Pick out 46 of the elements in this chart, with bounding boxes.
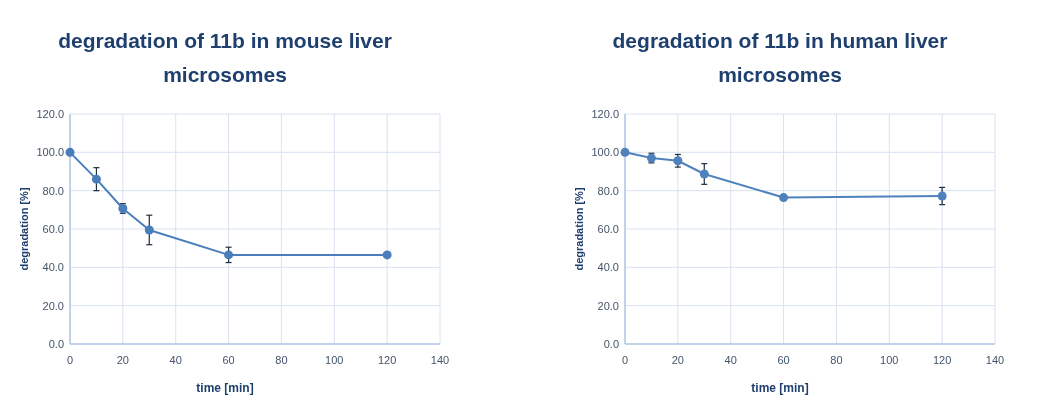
x-tick-label: 100 — [880, 354, 899, 366]
point — [699, 169, 709, 179]
x-axis-title: time [min] — [751, 381, 809, 395]
x-tick-label: 100 — [325, 354, 344, 366]
y-tick-label: 40.0 — [42, 261, 64, 274]
y-tick-label: 40.0 — [597, 261, 619, 274]
x-tick-label: 20 — [116, 354, 129, 366]
y-tick-label: 0.0 — [48, 337, 64, 350]
y-axis-title: degradation [%] — [18, 187, 30, 271]
x-tick-label: 120 — [377, 354, 397, 366]
point — [91, 174, 101, 184]
point — [673, 156, 683, 166]
point — [620, 147, 630, 157]
x-axis-title: time [min] — [196, 381, 254, 395]
y-tick-label: 60.0 — [597, 222, 619, 235]
x-tick-label: 0 — [66, 354, 74, 366]
y-tick-label: 100.0 — [591, 146, 619, 159]
point — [224, 250, 234, 260]
y-tick-label: 20.0 — [42, 299, 64, 312]
x-tick-label: 40 — [169, 354, 182, 366]
y-tick-label: 80.0 — [597, 184, 619, 197]
y-tick-label: 60.0 — [42, 222, 64, 235]
x-tick-label: 80 — [275, 354, 288, 366]
x-tick-label: 0 — [621, 354, 629, 366]
point — [65, 147, 75, 157]
point — [144, 225, 154, 235]
chart-title: degradation of 11b in mouse liver microsomes — [58, 29, 392, 86]
point — [382, 250, 392, 260]
y-tick-label: 120.0 — [591, 107, 619, 120]
x-tick-label: 80 — [830, 354, 843, 366]
x-tick-label: 60 — [777, 354, 790, 366]
x-tick-label: 140 — [430, 354, 450, 366]
y-tick-label: 20.0 — [597, 299, 619, 312]
x-tick-label: 120 — [932, 354, 952, 366]
x-tick-label: 140 — [985, 354, 1005, 366]
y-tick-label: 120.0 — [36, 107, 64, 120]
point — [937, 191, 947, 201]
x-tick-label: 60 — [222, 354, 235, 366]
y-axis-title: degradation [%] — [573, 187, 585, 271]
y-tick-label: 80.0 — [42, 184, 64, 197]
point — [779, 193, 789, 203]
chart-title: degradation of 11b in human liver microsomes — [612, 29, 948, 86]
y-tick-label: 100.0 — [36, 146, 64, 159]
x-tick-label: 20 — [671, 354, 684, 366]
y-tick-label: 0.0 — [603, 337, 619, 350]
x-tick-label: 40 — [724, 354, 737, 366]
